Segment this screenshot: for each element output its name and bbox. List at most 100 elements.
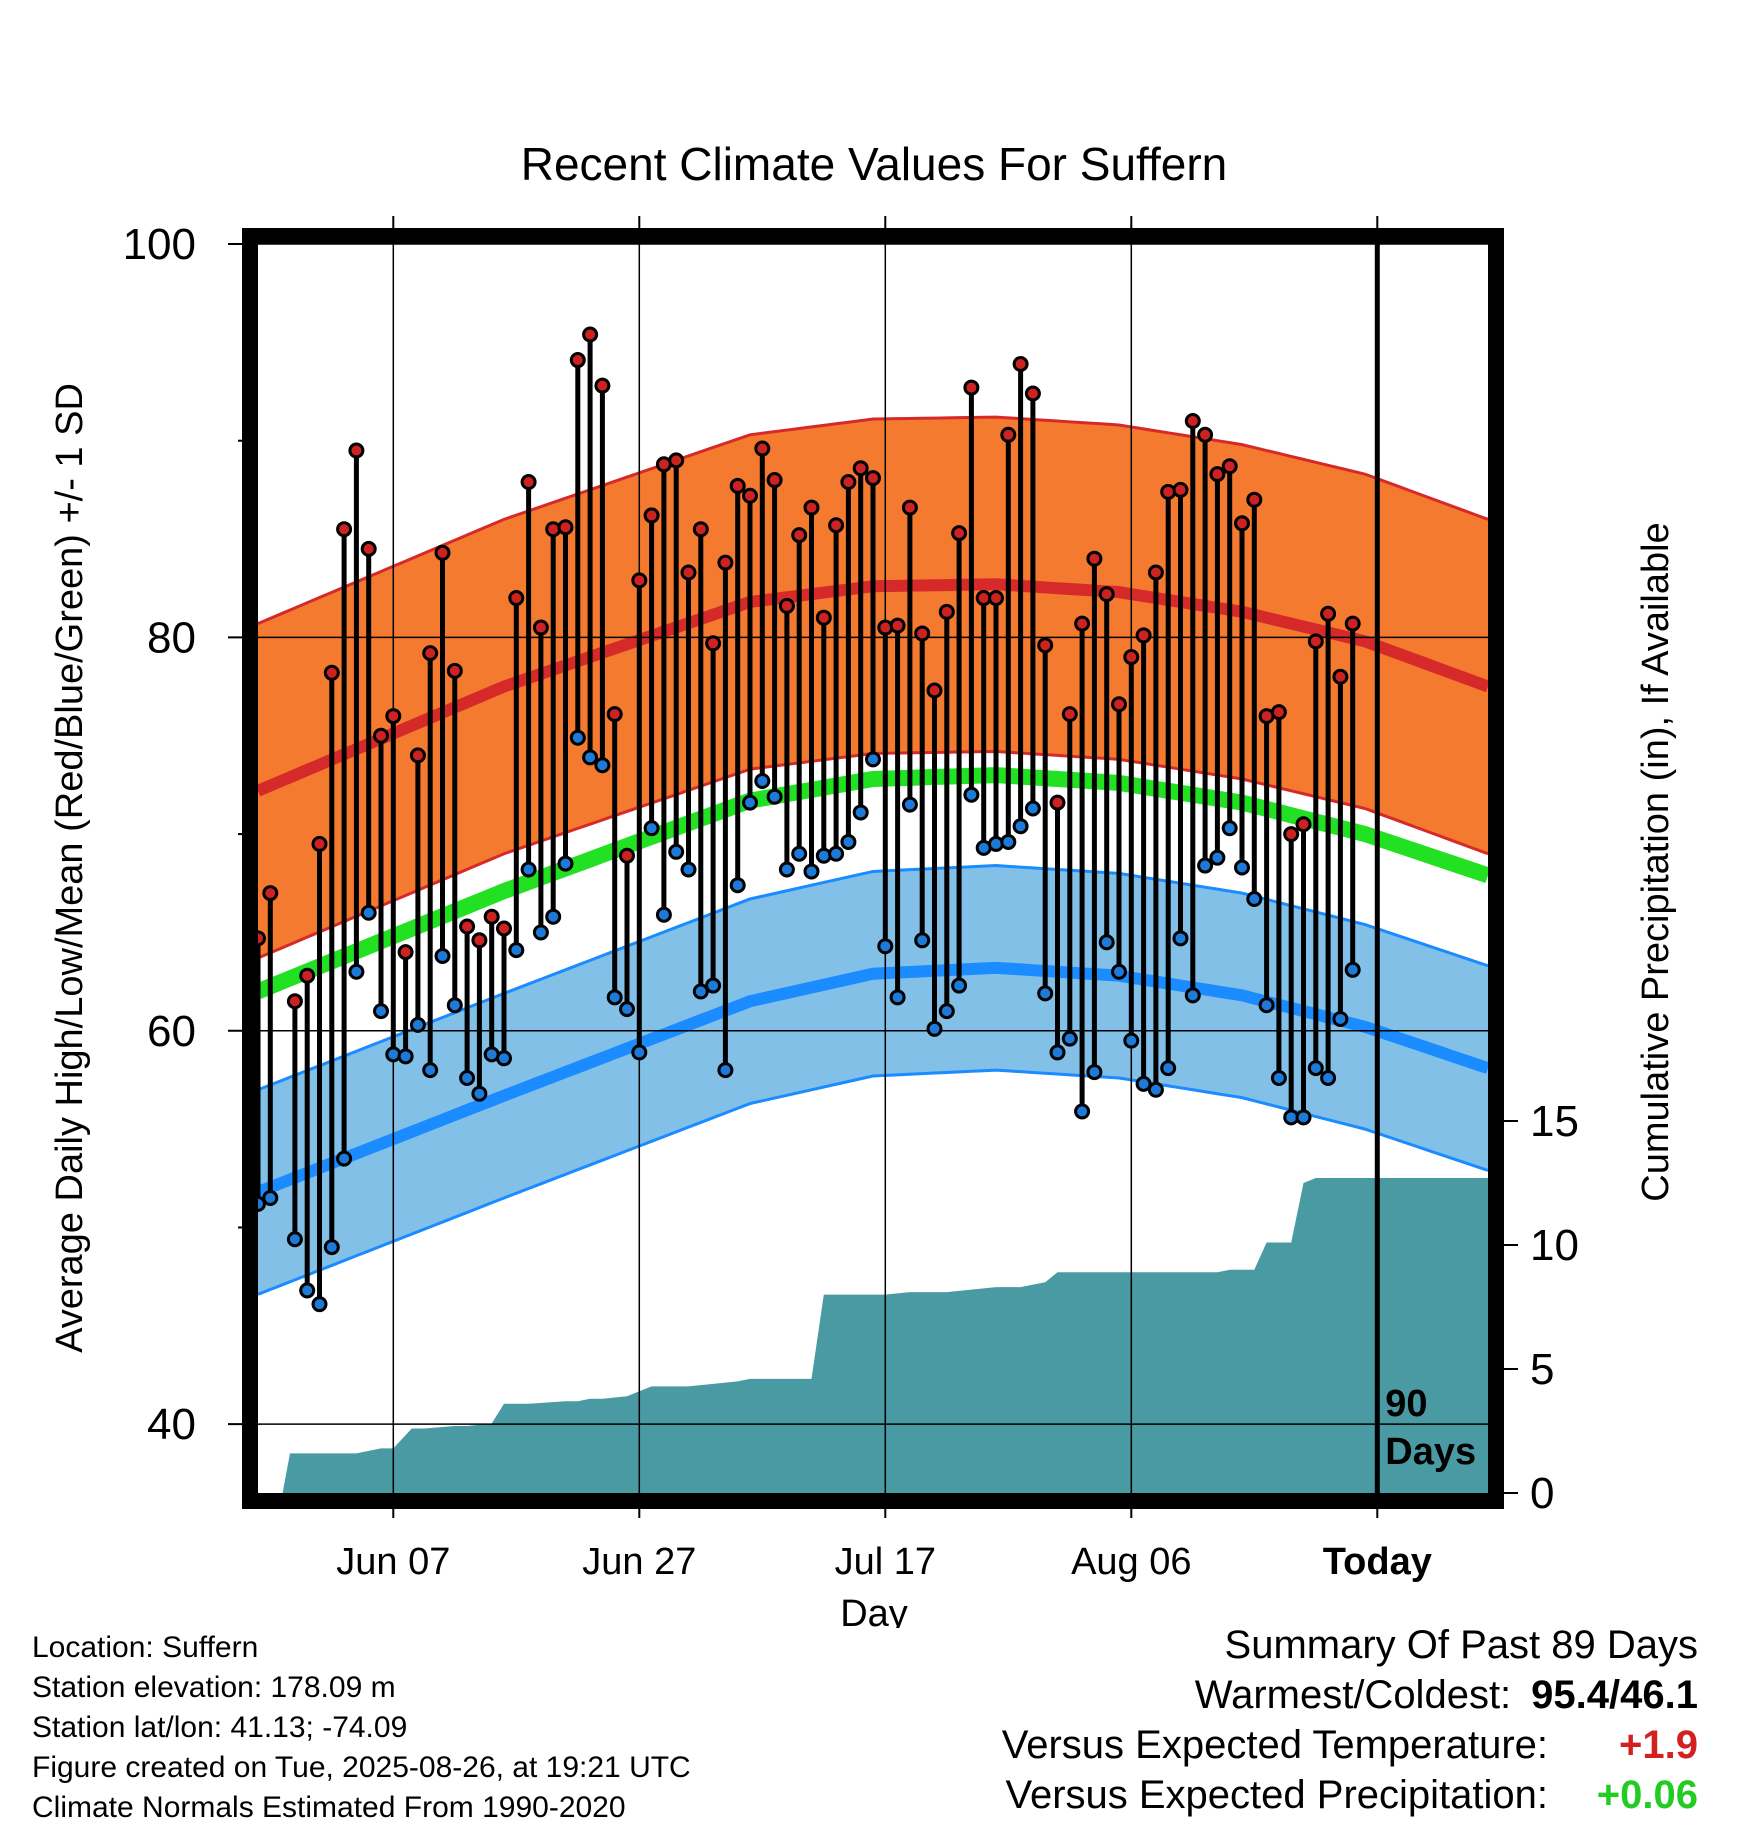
daily-high-point (643, 507, 660, 524)
daily-high-point (471, 932, 488, 949)
daily-high-point (1098, 586, 1115, 603)
daily-high-point (1049, 794, 1066, 811)
x-tick-label: Jun 27 (582, 1541, 696, 1583)
daily-high-point (409, 747, 426, 764)
daily-low-point (692, 983, 709, 1000)
daily-high-point (1135, 627, 1152, 644)
daily-low-point (323, 1239, 340, 1256)
daily-high-point (446, 662, 463, 679)
daily-high-point (1037, 637, 1054, 654)
daily-high-point (926, 682, 943, 699)
daily-low-point (262, 1189, 279, 1206)
daily-high-point (938, 603, 955, 620)
daily-high-point (286, 993, 303, 1010)
daily-high-point (619, 847, 635, 864)
daily-low-point (373, 1003, 389, 1020)
chart-title: Recent Climate Values For Suffern (521, 138, 1228, 190)
daily-high-point (1295, 816, 1312, 833)
precip-anomaly-value: +0.06 (1596, 1773, 1698, 1817)
daily-high-point (1074, 615, 1091, 632)
daily-low-point (766, 788, 783, 805)
daily-low-point (520, 861, 537, 878)
daily-low-point (742, 794, 758, 811)
daily-high-point (901, 499, 918, 516)
location-text: Location: Suffern (32, 1631, 259, 1664)
daily-low-point (471, 1085, 488, 1102)
daily-high-point (1086, 550, 1103, 567)
daily-low-point (1221, 820, 1238, 837)
daily-high-point (323, 664, 340, 681)
daily-low-point (1012, 818, 1029, 835)
daily-low-point (286, 1231, 303, 1248)
daily-low-point (1160, 1060, 1177, 1077)
daily-high-point (778, 597, 795, 614)
daily-low-point (828, 845, 845, 862)
warmest-coldest-label: Warmest/Coldest: (1194, 1673, 1512, 1717)
y-tick-label: 60 (147, 1007, 196, 1056)
window-label: 90 (1385, 1383, 1427, 1425)
window-label: Days (1385, 1431, 1476, 1473)
daily-low-point (1184, 987, 1201, 1004)
daily-high-point (803, 499, 820, 516)
daily-high-point (606, 706, 623, 723)
y-tick-label: 40 (147, 1400, 196, 1449)
daily-low-point (1074, 1103, 1091, 1120)
daily-high-point (311, 835, 328, 852)
daily-low-point (1037, 985, 1054, 1002)
daily-low-point (619, 1001, 635, 1018)
daily-high-point (336, 521, 353, 538)
daily-high-point (729, 477, 746, 494)
daily-high-point (852, 460, 869, 477)
x-axis-label: Day (840, 1593, 908, 1628)
daily-low-point (1135, 1075, 1152, 1092)
daily-high-point (1344, 615, 1361, 632)
daily-high-point (348, 442, 365, 459)
daily-high-point (705, 635, 722, 652)
daily-high-point (1012, 355, 1029, 372)
daily-high-point (569, 352, 586, 369)
daily-low-point (840, 833, 857, 850)
daily-low-point (1061, 1030, 1078, 1047)
daily-low-point (422, 1062, 439, 1079)
daily-low-point (655, 906, 672, 923)
low-sd-band-lower (258, 1068, 1488, 1296)
daily-low-point (938, 1003, 955, 1020)
daily-high-point (791, 527, 808, 544)
daily-low-point (594, 757, 611, 774)
daily-high-point (1111, 696, 1127, 713)
elevation-text: Station elevation: 178.09 m (32, 1671, 396, 1704)
daily-high-point (520, 473, 537, 490)
daily-low-point (582, 749, 599, 766)
station-info: Location: Suffern Station elevation: 178… (32, 1628, 691, 1828)
daily-high-point (483, 908, 500, 925)
daily-high-point (582, 326, 599, 343)
daily-low-point (852, 804, 869, 821)
daily-high-point (815, 609, 832, 626)
daily-low-point (877, 938, 894, 955)
daily-low-point (791, 845, 808, 862)
daily-high-point (754, 440, 771, 457)
daily-high-point (742, 487, 758, 504)
summary-panel: Summary Of Past 89 Days Warmest/Coldest:… (1002, 1620, 1698, 1820)
daily-high-point (828, 517, 845, 534)
daily-high-point (496, 920, 512, 937)
daily-low-point (446, 997, 463, 1014)
daily-low-point (1024, 800, 1041, 817)
daily-high-point (692, 521, 709, 538)
y2-axis-label: Cumulative Precipitation (in), If Availa… (1635, 522, 1677, 1201)
precip-area (258, 1178, 1488, 1493)
daily-high-point (1061, 706, 1078, 723)
daily-low-point (1147, 1081, 1164, 1098)
daily-low-point (1049, 1044, 1066, 1061)
x-tick-label: Jun 07 (336, 1541, 450, 1583)
temp-anomaly-value: +1.9 (1619, 1723, 1698, 1767)
daily-high-point (532, 619, 549, 636)
daily-low-point (865, 751, 881, 768)
daily-low-point (717, 1062, 734, 1079)
daily-high-point (1209, 466, 1226, 483)
daily-low-point (901, 796, 918, 813)
daily-high-point (258, 930, 266, 947)
daily-high-point (557, 519, 574, 536)
daily-high-point (373, 727, 389, 744)
daily-high-point (1184, 413, 1201, 430)
